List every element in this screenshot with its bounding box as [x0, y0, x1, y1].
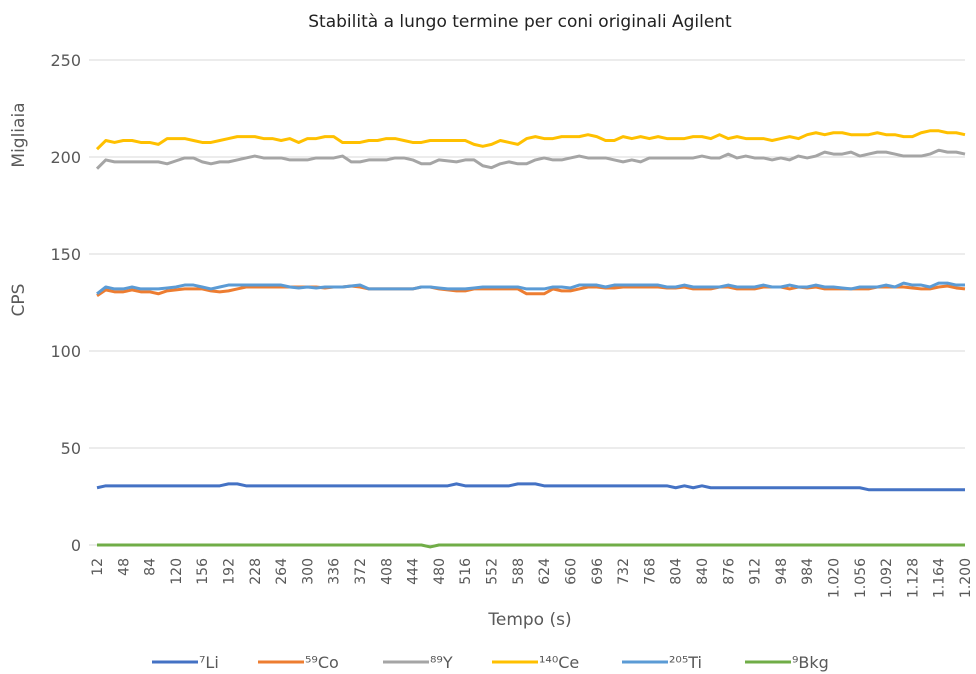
legend-label: ²⁰⁵Ti	[669, 653, 702, 672]
series-line	[95, 129, 966, 151]
series-line	[97, 543, 965, 549]
x-tick-label: 1.056	[853, 558, 869, 598]
x-tick-label: 1.020	[826, 558, 842, 598]
series-line	[95, 148, 966, 170]
x-tick-label: 336	[327, 558, 343, 585]
x-tick-label: 228	[248, 558, 264, 585]
x-tick-label: 840	[695, 558, 711, 585]
x-tick-label: 12	[90, 558, 106, 576]
x-tick-label: 300	[300, 558, 316, 585]
x-tick-label: 84	[143, 558, 159, 576]
x-tick-label: 1.200	[958, 558, 974, 598]
legend-label: ¹⁴⁰Ce	[539, 653, 579, 672]
x-tick-label: 624	[537, 558, 553, 585]
legend-label: ⁹Bkg	[792, 653, 829, 672]
y-tick-label: 250	[50, 51, 81, 70]
x-tick-label: 444	[406, 558, 422, 585]
x-axis-label: Tempo (s)	[487, 610, 571, 630]
legend-label: ⁷Li	[199, 653, 219, 672]
series-line	[96, 284, 966, 297]
y-unit-label: Migliaia	[9, 102, 29, 167]
y-axis-label: CPS	[9, 284, 29, 317]
legend-label: ⁵⁹Co	[305, 653, 339, 672]
x-tick-label: 1.164	[932, 558, 948, 598]
x-tick-label: 660	[563, 558, 579, 585]
y-tick-label: 50	[61, 439, 81, 458]
x-tick-label: 480	[432, 558, 448, 585]
x-tick-label: 264	[274, 558, 290, 585]
x-tick-label: 1.128	[905, 558, 921, 598]
x-tick-label: 48	[116, 558, 132, 576]
x-tick-label: 552	[485, 558, 501, 585]
x-tick-label: 120	[169, 558, 185, 585]
x-tick-label: 984	[800, 558, 816, 585]
x-tick-label: 948	[774, 558, 790, 585]
x-tick-label: 804	[669, 558, 685, 585]
y-tick-label: 200	[50, 148, 81, 167]
x-tick-label: 912	[748, 558, 764, 585]
x-tick-label: 156	[195, 558, 211, 585]
x-tick-label: 1.092	[879, 558, 895, 598]
chart-title: Stabilità a lungo termine per coni origi…	[308, 12, 732, 32]
x-tick-label: 696	[590, 558, 606, 585]
x-tick-label: 516	[458, 558, 474, 585]
x-tick-label: 372	[353, 558, 369, 585]
x-tick-label: 768	[642, 558, 658, 585]
x-tick-label: 192	[222, 558, 238, 585]
legend-label: ⁸⁹Y	[430, 653, 453, 672]
x-tick-label: 408	[379, 558, 395, 585]
series-line	[96, 281, 965, 295]
series-line	[96, 482, 965, 492]
y-tick-label: 0	[71, 536, 81, 555]
y-tick-label: 100	[50, 342, 81, 361]
x-tick-label: 876	[721, 558, 737, 585]
x-tick-label: 732	[616, 558, 632, 585]
y-tick-label: 150	[50, 245, 81, 264]
x-tick-label: 588	[511, 558, 527, 585]
